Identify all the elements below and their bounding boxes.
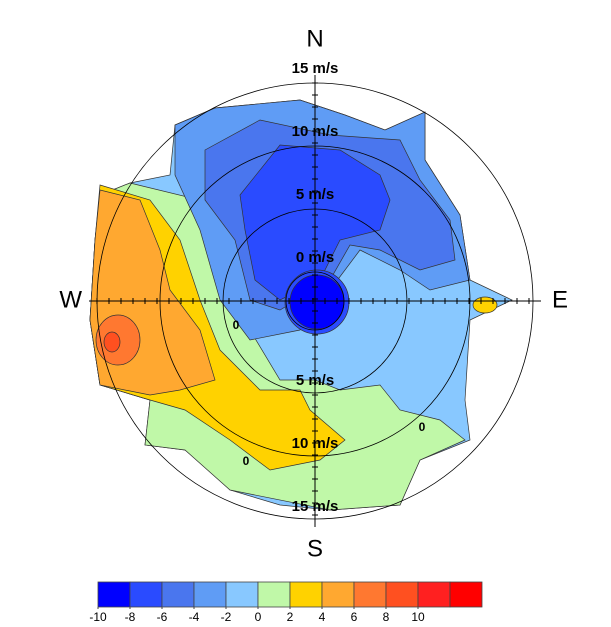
- r-tick-label: 15 m/s: [292, 60, 339, 77]
- contour-label: 0: [419, 420, 426, 434]
- colorbar-label: 6: [351, 610, 358, 624]
- colorbar-box: [385, 581, 419, 608]
- colorbar-label: 4: [319, 610, 326, 624]
- colorbar-box: [289, 581, 323, 608]
- compass-label: N: [306, 25, 323, 52]
- r-tick-label: 15 m/s: [292, 498, 339, 515]
- colorbar-label: -4: [189, 610, 200, 624]
- r-tick-label: 5 m/s: [296, 186, 334, 203]
- colorbar-box: [449, 581, 483, 608]
- r-tick-label: 0 m/s: [296, 249, 334, 266]
- colorbar-label: -6: [157, 610, 168, 624]
- colorbar-box: [161, 581, 195, 608]
- colorbar-box: [417, 581, 451, 608]
- colorbar-box: [97, 581, 131, 608]
- r-tick-label: 10 m/s: [292, 123, 339, 140]
- r-tick-label: 10 m/s: [292, 435, 339, 452]
- colorbar-box: [257, 581, 291, 608]
- grid-circle: [222, 208, 408, 394]
- colorbar-box: [129, 581, 163, 608]
- compass-label: S: [307, 535, 323, 562]
- grid-circle: [159, 145, 471, 457]
- colorbar-label: -8: [125, 610, 136, 624]
- contour-region: [103, 331, 121, 353]
- colorbar-label: -10: [89, 610, 107, 624]
- colorbar-box: [193, 581, 227, 608]
- compass-label: W: [59, 286, 82, 313]
- colorbar-box: [353, 581, 387, 608]
- colorbar-label: 8: [383, 610, 390, 624]
- r-tick-label: 5 m/s: [296, 372, 334, 389]
- colorbar-label: 0: [255, 610, 262, 624]
- compass-label: E: [552, 286, 568, 313]
- colorbar-label: -2: [221, 610, 232, 624]
- colorbar-label: 2: [287, 610, 294, 624]
- colorbar-box: [321, 581, 355, 608]
- grid-circle: [96, 82, 534, 520]
- grid-circle: [285, 271, 345, 331]
- contour-label: 0: [233, 318, 240, 332]
- colorbar-label: 10: [411, 610, 425, 624]
- contour-label: 0: [243, 454, 250, 468]
- colorbar-box: [225, 581, 259, 608]
